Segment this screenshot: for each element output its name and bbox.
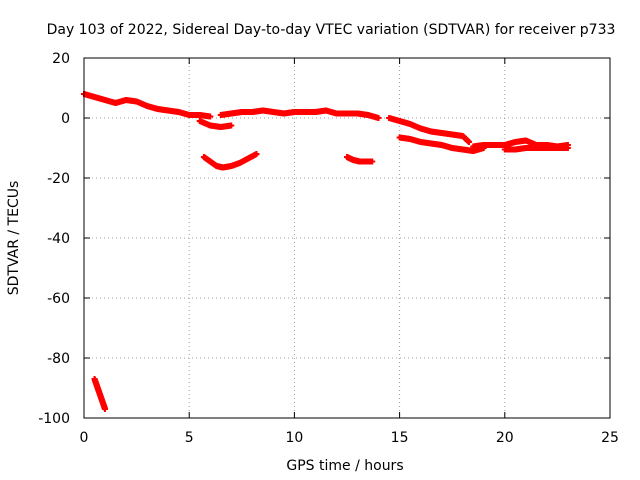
x-tick-label: 0 (80, 430, 89, 446)
chart-title: Day 103 of 2022, Sidereal Day-to-day VTE… (47, 22, 616, 38)
data-point (253, 151, 260, 157)
y-tick-label: 0 (61, 111, 70, 127)
x-axis-title: GPS time / hours (286, 458, 403, 474)
data-point (375, 115, 382, 121)
y-tick-label: 20 (52, 51, 70, 67)
x-tick-label: 25 (601, 430, 619, 446)
axis-ticks (83, 57, 611, 419)
y-tick-label: -100 (38, 411, 70, 427)
x-tick-label: 10 (285, 430, 303, 446)
data-point (207, 113, 214, 120)
data-point (369, 158, 376, 165)
x-tick-labels: 0 5 10 15 20 25 (80, 430, 619, 446)
data-point (102, 406, 109, 412)
y-tick-label: -60 (47, 291, 70, 307)
x-tick-label: 20 (496, 430, 514, 446)
y-tick-label: -80 (47, 351, 70, 367)
y-axis-title: SDTVAR / TECUs (6, 181, 22, 296)
x-tick-label: 5 (185, 430, 194, 446)
y-tick-label: -40 (47, 231, 70, 247)
x-tick-label: 15 (391, 430, 409, 446)
data-points (81, 91, 571, 412)
data-point (228, 122, 235, 129)
y-tick-label: -20 (47, 171, 70, 187)
data-point (466, 139, 473, 145)
y-tick-labels: -100 -80 -60 -40 -20 0 20 (38, 51, 70, 427)
data-point (564, 145, 571, 151)
